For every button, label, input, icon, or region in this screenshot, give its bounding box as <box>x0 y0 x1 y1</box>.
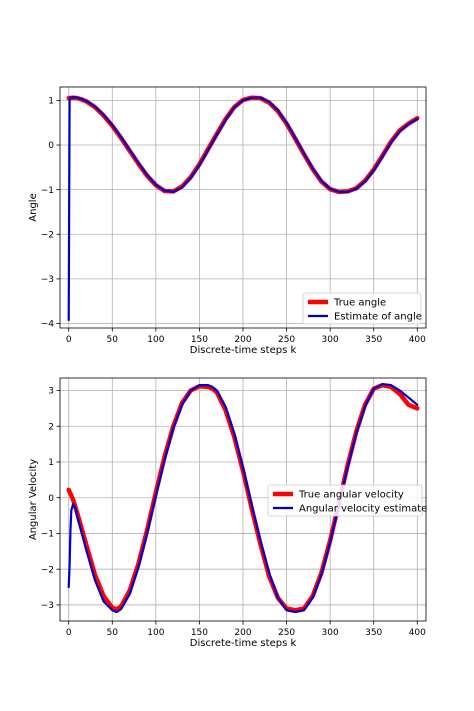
y-tick-label: 2 <box>48 422 54 432</box>
angular-velocity-y-axis-label: Angular Velocity <box>28 459 39 540</box>
x-tick-label: 400 <box>409 628 426 638</box>
angular-velocity-ticks: 0 50 100 150 200 250 300 350 400 3 2 1 0 −1 −2 −3 <box>41 387 426 638</box>
y-tick-label: 1 <box>48 458 54 468</box>
angular-velocity-series-lines <box>66 382 420 614</box>
x-tick-label: 250 <box>278 628 295 638</box>
x-tick-label: 250 <box>278 335 295 345</box>
y-tick-label: −2 <box>41 230 54 240</box>
angular-velocity-chart: 0 50 100 150 200 250 300 350 400 3 2 1 0 −1 −2 −3 Discr… <box>28 377 427 649</box>
angle-chart: 0 50 100 150 200 250 300 350 400 1 0 −1 −2 −3 −4 Discr… <box>28 86 427 356</box>
y-tick-label: −1 <box>41 186 54 196</box>
x-tick-label: 50 <box>107 335 119 345</box>
x-tick-label: 200 <box>234 628 251 638</box>
x-tick-label: 200 <box>234 335 251 345</box>
legend-label-true-angular-velocity: True angular velocity <box>298 490 404 501</box>
y-tick-label: 0 <box>48 494 54 504</box>
x-tick-label: 150 <box>191 628 208 638</box>
y-tick-label: −4 <box>41 320 55 330</box>
x-tick-label: 150 <box>191 335 208 345</box>
y-tick-label: 3 <box>48 387 54 397</box>
angle-legend-box <box>302 292 422 325</box>
angle-y-axis-label: Angle <box>28 193 39 221</box>
angular-velocity-x-axis-label: Discrete-time steps k <box>190 638 297 649</box>
x-tick-label: 100 <box>147 628 164 638</box>
x-tick-label: 0 <box>66 335 72 345</box>
x-tick-label: 350 <box>365 628 382 638</box>
y-tick-label: −1 <box>41 530 54 540</box>
angular-velocity-legend: True angular velocity Angular velocity e… <box>267 484 427 517</box>
y-tick-label: 0 <box>48 141 54 151</box>
x-tick-label: 400 <box>409 335 426 345</box>
angular-velocity-legend-box <box>267 484 423 517</box>
x-tick-label: 50 <box>107 628 119 638</box>
legend-label-estimate-of-angle: Estimate of angle <box>334 312 422 323</box>
angle-x-axis-label: Discrete-time steps k <box>190 345 297 356</box>
x-tick-label: 0 <box>66 628 72 638</box>
legend-label-angular-velocity-estimate: Angular velocity estimate <box>299 504 427 515</box>
y-tick-label: −2 <box>41 565 54 575</box>
legend-label-true-angle: True angle <box>333 298 386 309</box>
y-tick-label: 1 <box>48 97 54 107</box>
angle-legend: True angle Estimate of angle <box>302 292 422 325</box>
angle-series-lines <box>66 95 420 322</box>
series-line-estimate-of-angle <box>67 96 419 322</box>
angle-ticks: 0 50 100 150 200 250 300 350 400 1 0 −1 −2 −3 −4 <box>41 97 426 345</box>
y-tick-label: −3 <box>41 275 54 285</box>
series-line-angular-velocity-estimate <box>67 382 419 614</box>
x-tick-label: 300 <box>322 335 339 345</box>
x-tick-label: 350 <box>365 335 382 345</box>
x-tick-label: 100 <box>147 335 164 345</box>
x-tick-label: 300 <box>322 628 339 638</box>
y-tick-label: −3 <box>41 601 54 611</box>
